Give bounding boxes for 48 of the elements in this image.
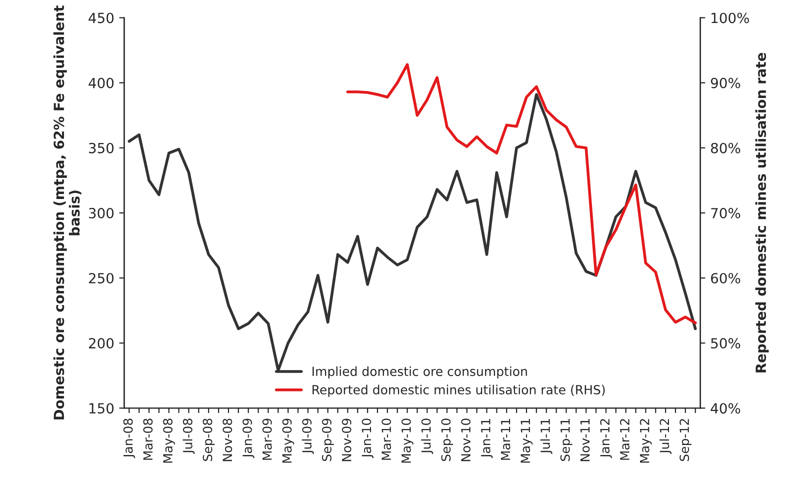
- x-tick-label: Sep-10: [441, 418, 454, 461]
- x-tick-label: Sep-11: [560, 418, 572, 461]
- x-tick-label: Jan-08: [123, 418, 136, 458]
- x-tick-label: Jul-12: [660, 419, 672, 454]
- x-tick-label: Mar-11: [500, 418, 510, 460]
- y2-tick-label: 60%: [711, 272, 740, 284]
- x-tick-label: Sep-09: [322, 418, 334, 461]
- x-tick-label: Jul-09: [302, 418, 314, 454]
- x-tick-label: Jul-11: [540, 418, 552, 454]
- legend-label: Implied domestic ore consumption: [312, 366, 527, 379]
- y-tick-label: 250: [88, 272, 114, 284]
- x-tick-label: Mar-09: [262, 418, 272, 460]
- y2-tick-label: 90%: [710, 78, 740, 88]
- x-tick-label: Sep-12: [680, 419, 692, 461]
- y-axis-title: Domestic ore consumption (mtpa, 62% Fe equivalent basis): [53, 5, 82, 420]
- x-tick-label: May-09: [282, 418, 294, 463]
- x-tick-label: Nov-09: [342, 418, 352, 462]
- y2-tick-label: 40%: [710, 403, 740, 414]
- x-tick-label: May-12: [640, 419, 652, 463]
- legend-label: Reported domestic mines utilisation rate (RHS): [312, 384, 605, 397]
- y2-tick-label: 100%: [712, 12, 749, 24]
- y-tick-label: 350: [89, 142, 114, 154]
- x-tick-label: Sep-08: [202, 418, 215, 461]
- x-tick-label: Jan-10: [362, 418, 374, 458]
- x-tick-label: Jan-12: [600, 419, 612, 458]
- x-tick-label: May-10: [401, 418, 414, 463]
- y-tick-label: 400: [88, 78, 114, 88]
- x-tick-label: Mar-10: [382, 418, 392, 460]
- x-tick-label: Jan-11: [481, 418, 493, 458]
- y2-axis-title: Reported domestic mines utilisation rate: [755, 52, 769, 372]
- y-tick-label: 150: [89, 403, 114, 414]
- y-tick-label: 200: [88, 338, 114, 349]
- x-tick-label: Jan-09: [242, 418, 254, 458]
- y2-tick-label: 80%: [710, 142, 740, 154]
- x-tick-label: Mar-08: [143, 418, 153, 460]
- y2-tick-label: 50%: [711, 338, 740, 349]
- x-tick-label: Jul-08: [182, 418, 195, 454]
- line-series: [346, 63, 697, 324]
- x-tick-label: Nov-08: [222, 418, 232, 462]
- x-tick-label: May-08: [163, 418, 175, 463]
- y-tick-label: 300: [89, 208, 114, 218]
- y-tick-label: 450: [88, 12, 114, 24]
- x-tick-label: Nov-10: [461, 418, 471, 462]
- x-tick-label: May-11: [520, 418, 533, 463]
- x-tick-label: Mar-12: [620, 419, 630, 460]
- x-tick-label: Jul-10: [421, 418, 434, 454]
- y2-tick-label: 70%: [711, 208, 740, 218]
- x-tick-label: Nov-11: [580, 418, 590, 462]
